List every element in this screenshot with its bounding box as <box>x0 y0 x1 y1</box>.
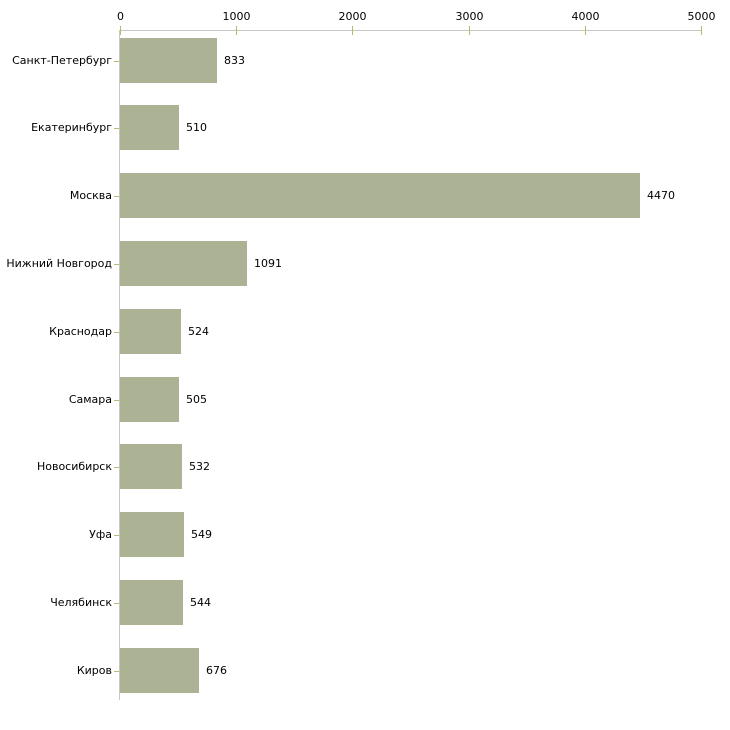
bar <box>120 105 179 150</box>
category-label: Новосибирск <box>36 460 112 473</box>
category-tick <box>114 467 119 468</box>
category-tick <box>114 671 119 672</box>
bar-value-label: 524 <box>188 325 209 338</box>
x-axis-tick <box>120 26 121 35</box>
bar <box>120 648 199 693</box>
category-tick <box>114 332 119 333</box>
category-tick <box>114 264 119 265</box>
x-axis-tick <box>701 26 702 35</box>
bar-value-label: 532 <box>189 460 210 473</box>
x-axis-tick <box>236 26 237 35</box>
category-label: Екатеринбург <box>31 121 112 134</box>
category-label: Киров <box>76 664 112 677</box>
x-axis-line <box>119 30 702 31</box>
bar-value-label: 676 <box>206 664 227 677</box>
bar-value-label: 833 <box>224 54 245 67</box>
bar <box>120 38 217 83</box>
bar-value-label: 544 <box>190 596 211 609</box>
x-axis-tick <box>352 26 353 35</box>
category-tick <box>114 400 119 401</box>
bar <box>120 241 247 286</box>
category-label: Уфа <box>89 528 112 541</box>
x-axis-tick-label: 5000 <box>687 10 716 23</box>
category-tick <box>114 603 119 604</box>
category-label: Самара <box>68 393 112 406</box>
x-axis-tick-label: 3000 <box>455 10 484 23</box>
bar <box>120 580 183 625</box>
bar-value-label: 1091 <box>254 257 282 270</box>
bar <box>120 309 181 354</box>
category-label: Краснодар <box>49 325 112 338</box>
x-axis-tick-label: 1000 <box>222 10 251 23</box>
x-axis-tick <box>585 26 586 35</box>
bar <box>120 173 640 218</box>
x-axis-tick-label: 0 <box>117 10 124 23</box>
x-axis-tick-label: 4000 <box>571 10 600 23</box>
x-axis-tick-label: 2000 <box>338 10 367 23</box>
category-label: Челябинск <box>50 596 112 609</box>
category-tick <box>114 535 119 536</box>
category-tick <box>114 196 119 197</box>
bar-value-label: 549 <box>191 528 212 541</box>
bar <box>120 377 179 422</box>
bar-value-label: 510 <box>186 121 207 134</box>
category-tick <box>114 128 119 129</box>
bar <box>120 444 182 489</box>
y-axis-line <box>119 30 120 700</box>
bar-value-label: 4470 <box>647 189 675 202</box>
bar <box>120 512 184 557</box>
category-tick <box>114 61 119 62</box>
category-label: Москва <box>69 189 112 202</box>
category-label: Нижний Новгород <box>6 257 112 270</box>
category-label: Санкт-Петербург <box>12 54 112 67</box>
bar-value-label: 505 <box>186 393 207 406</box>
x-axis-tick <box>469 26 470 35</box>
